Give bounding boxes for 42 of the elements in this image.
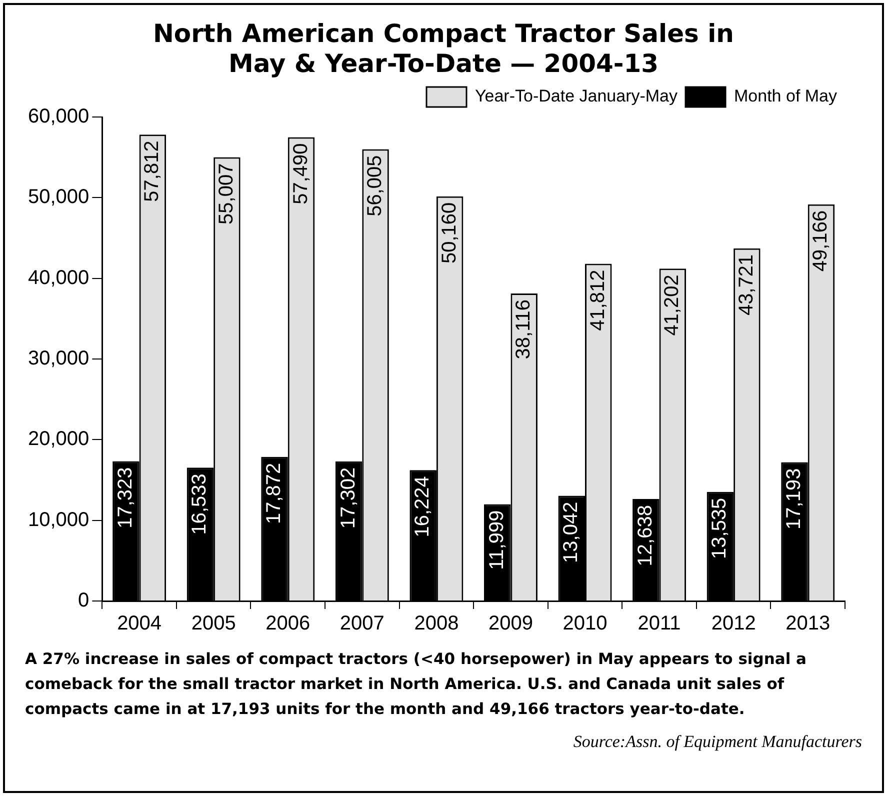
data-label: 41,202 (661, 274, 684, 336)
data-label: 43,721 (735, 254, 758, 316)
data-label: 11,999 (486, 510, 508, 570)
data-label: 17,872 (263, 462, 286, 524)
y-tick-label: 0 (78, 590, 90, 612)
legend-label: Year-To-Date January-May (475, 86, 678, 106)
data-label: 16,533 (188, 474, 211, 535)
chart-title: North American Compact Tractor Sales in May & Year-To-Date — 2004-13 (152, 19, 735, 79)
data-label: 56,005 (364, 155, 386, 216)
data-label: 49,166 (810, 210, 832, 272)
data-label: 38,116 (512, 300, 535, 360)
text: A 27% increase in sales of compact tractors (<40 horsepower) in May appears to signal a comeback for the small tractor market in North America. U.S. and Canada unit sales of compacts came in at 17,193 units for the month and 49,166 tractors year-to-date. (25, 649, 808, 720)
y-tick-label: 60,000 (28, 106, 90, 128)
x-tick-label: 2004 (117, 612, 162, 635)
source-note: Source:Assn. of Equipment Manufacturers (572, 732, 862, 752)
data-label: 57,490 (290, 143, 312, 204)
x-tick-label: 2012 (711, 612, 756, 635)
x-tick-label: 2009 (488, 612, 533, 635)
data-label: 50,160 (438, 202, 460, 264)
y-tick-label: 20,000 (28, 428, 90, 450)
x-tick-label: 2005 (191, 612, 236, 635)
legend-label: Month of May (734, 86, 838, 106)
data-label: 55,007 (215, 163, 238, 224)
x-tick-label: 2010 (562, 612, 608, 635)
data-label: 17,302 (337, 467, 360, 529)
x-tick-label: 2013 (786, 612, 830, 635)
data-label: 57,812 (141, 140, 164, 202)
x-tick-label: 2008 (414, 612, 459, 635)
data-label: 13,042 (560, 502, 582, 563)
data-label: 17,323 (114, 467, 136, 528)
y-tick-label: 40,000 (28, 266, 90, 289)
x-tick-label: 2007 (340, 612, 384, 635)
data-label: 41,812 (586, 270, 609, 331)
y-tick-label: 50,000 (28, 186, 90, 208)
data-label: 13,535 (708, 498, 731, 559)
y-tick-label: 30,000 (28, 348, 90, 370)
data-label: 17,193 (783, 468, 806, 530)
data-label: 12,638 (634, 505, 656, 566)
y-tick-label: 10,000 (28, 508, 90, 531)
data-label: 16,224 (412, 476, 434, 538)
x-tick-label: 2011 (638, 612, 681, 635)
x-tick-label: 2006 (266, 612, 310, 635)
